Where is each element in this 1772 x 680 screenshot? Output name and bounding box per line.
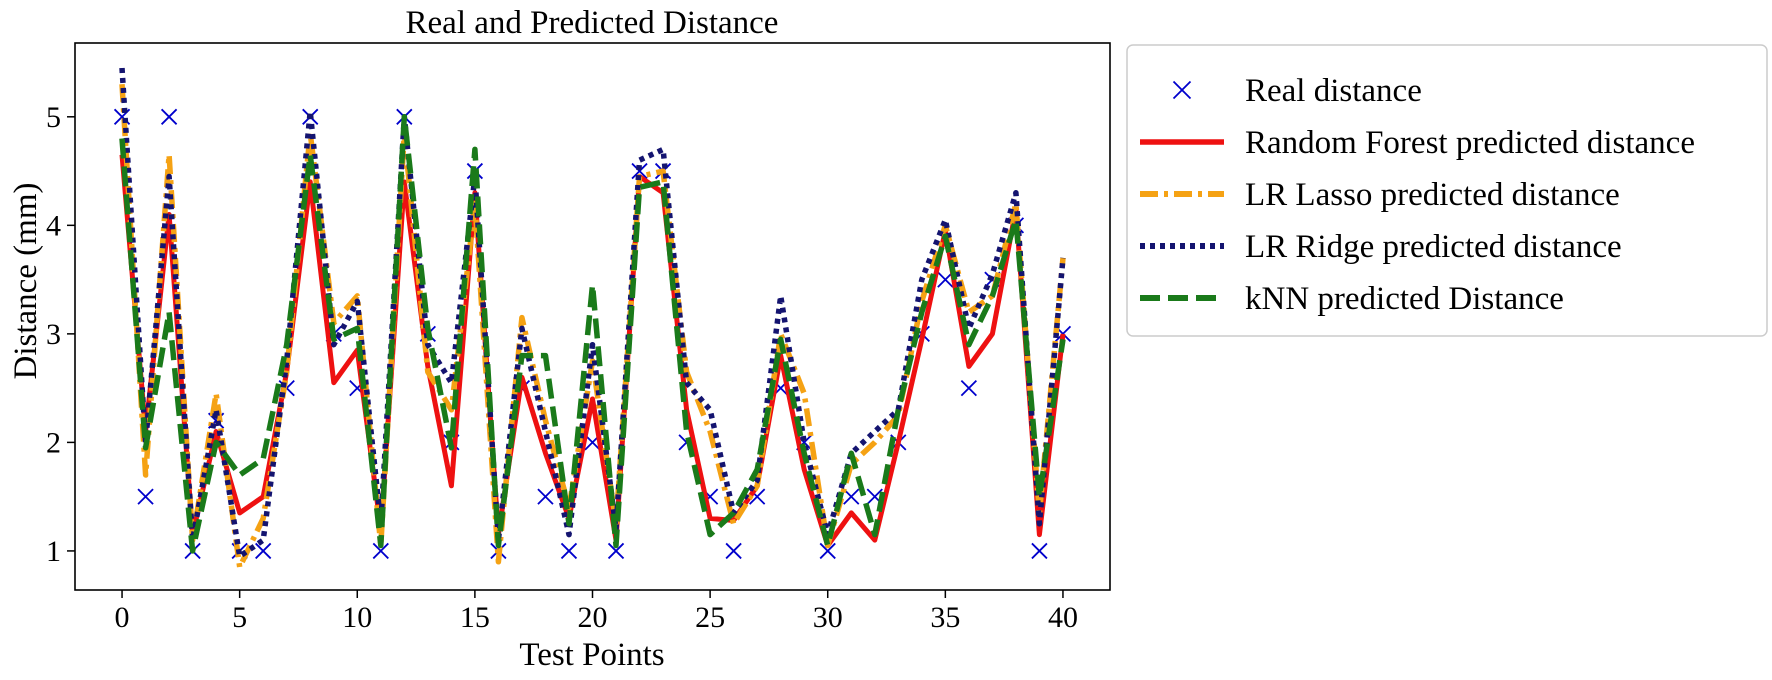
x-tick-label: 25 (695, 601, 725, 634)
x-tick-label: 30 (813, 601, 843, 634)
data-point (160, 108, 178, 125)
chart-title: Real and Predicted Distance (406, 5, 779, 41)
y-tick-label: 3 (46, 318, 61, 351)
y-tick-label: 5 (46, 101, 61, 134)
data-point (372, 542, 389, 560)
data-point (725, 542, 742, 560)
legend-label: Random Forest predicted distance (1245, 125, 1695, 161)
data-point (1031, 542, 1048, 560)
x-axis-title: Test Points (519, 637, 664, 673)
data-point (537, 488, 554, 505)
data-point (607, 542, 625, 560)
y-tick-label: 1 (46, 535, 61, 568)
data-point (137, 488, 154, 505)
legend-label: LR Ridge predicted distance (1245, 229, 1622, 265)
y-axis: 1 2 3 4 5 (46, 101, 75, 568)
legend-frame (1126, 44, 1768, 337)
data-point (255, 542, 272, 560)
data-point (843, 488, 860, 505)
legend: Real distance Random Forest predicted dis… (1126, 44, 1768, 337)
y-tick-label: 4 (46, 209, 61, 242)
x-tick-label: 5 (232, 601, 247, 634)
series-line-random-forest-predicted-distance (119, 154, 1066, 548)
legend-label: LR Lasso predicted distance (1245, 177, 1620, 213)
y-axis-title: Distance (mm) (8, 182, 44, 379)
x-tick-label: 35 (930, 601, 960, 634)
y-tick-label: 2 (46, 426, 61, 459)
x-tick-label: 0 (115, 601, 130, 634)
x-tick-label: 10 (342, 601, 372, 634)
data-point (631, 162, 648, 180)
data-point (819, 542, 836, 560)
x-tick-label: 20 (578, 601, 608, 634)
legend-label: kNN predicted Distance (1245, 281, 1564, 317)
x-axis: 0 5 10 15 20 25 30 35 40 (115, 590, 1078, 634)
data-point (560, 542, 578, 560)
legend-label: Real distance (1245, 73, 1422, 109)
data-point (937, 271, 954, 288)
legend-swatch (1172, 80, 1192, 100)
data-point (960, 379, 978, 397)
series-real-distance (113, 108, 1072, 560)
x-tick-label: 15 (460, 601, 490, 634)
x-tick-label: 40 (1048, 601, 1078, 634)
plot-series (113, 67, 1072, 570)
